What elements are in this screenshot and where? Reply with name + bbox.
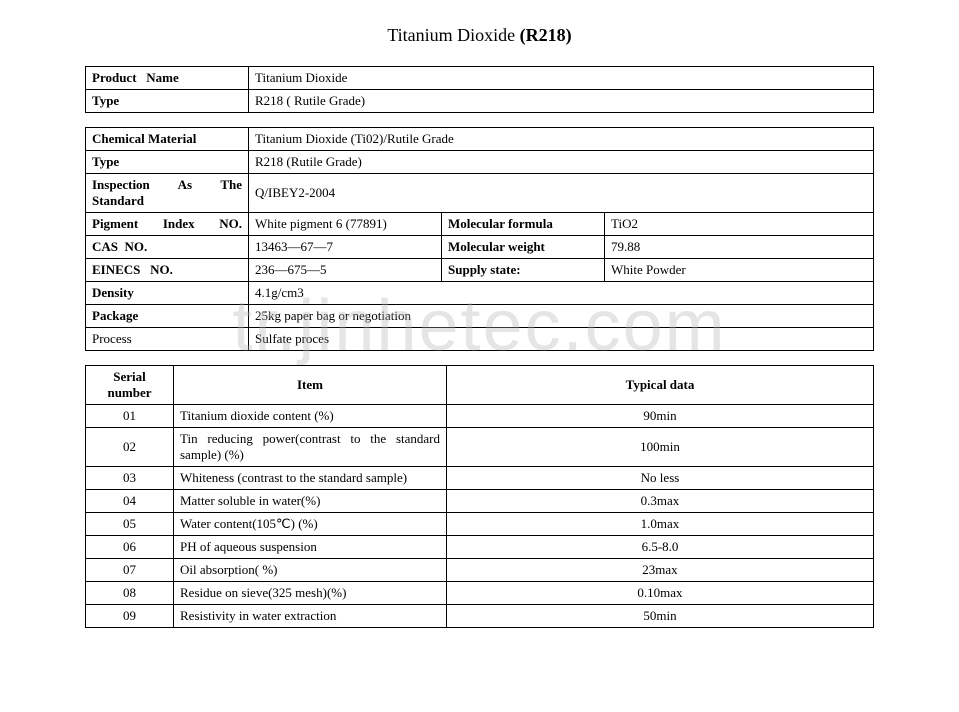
serial-number-cell: 01 (86, 405, 174, 428)
table-row: 07Oil absorption( %)23max (86, 559, 874, 582)
typical-data-cell: 100min (447, 428, 874, 467)
inspection-label: Inspection As The Standard (86, 174, 249, 213)
table-row: 03Whiteness (contrast to the standard sa… (86, 467, 874, 490)
supply-state-value: White Powder (605, 259, 874, 282)
chemical-material-value: Titanium Dioxide (Ti02)/Rutile Grade (249, 128, 874, 151)
item-cell: PH of aqueous suspension (174, 536, 447, 559)
item-cell: Tin reducing power(contrast to the stand… (174, 428, 447, 467)
table-row: Type R218 (Rutile Grade) (86, 151, 874, 174)
serial-number-cell: 09 (86, 605, 174, 628)
item-cell: Water content(105℃) (%) (174, 513, 447, 536)
molecular-weight-label: Molecular weight (442, 236, 605, 259)
pigment-index-label: Pigment Index NO. (86, 213, 249, 236)
specifications-table: Serial number Item Typical data 01Titani… (85, 365, 874, 628)
table-row: EINECS NO. 236—675—5 Supply state: White… (86, 259, 874, 282)
density-label: Density (86, 282, 249, 305)
page-title: Titanium Dioxide (R218) (85, 25, 874, 46)
item-cell: Oil absorption( %) (174, 559, 447, 582)
table-row: Density 4.1g/cm3 (86, 282, 874, 305)
type-label: Type (86, 90, 249, 113)
table-row: 06PH of aqueous suspension6.5-8.0 (86, 536, 874, 559)
table-row: Pigment Index NO. White pigment 6 (77891… (86, 213, 874, 236)
title-code: (R218) (520, 25, 572, 45)
typical-data-cell: 1.0max (447, 513, 874, 536)
table-row: 01Titanium dioxide content (%)90min (86, 405, 874, 428)
molecular-weight-value: 79.88 (605, 236, 874, 259)
typical-data-cell: 0.10max (447, 582, 874, 605)
einecs-no-value: 236—675—5 (249, 259, 442, 282)
serial-number-cell: 02 (86, 428, 174, 467)
chemical-material-label: Chemical Material (86, 128, 249, 151)
typical-data-cell: 23max (447, 559, 874, 582)
serial-number-cell: 05 (86, 513, 174, 536)
molecular-formula-label: Molecular formula (442, 213, 605, 236)
table-row: Type R218 ( Rutile Grade) (86, 90, 874, 113)
process-label: Process (86, 328, 249, 351)
table-row: 04Matter soluble in water(%)0.3max (86, 490, 874, 513)
serial-number-header: Serial number (86, 366, 174, 405)
supply-state-label: Supply state: (442, 259, 605, 282)
item-cell: Whiteness (contrast to the standard samp… (174, 467, 447, 490)
serial-number-cell: 06 (86, 536, 174, 559)
product-summary-table: Product Name Titanium Dioxide Type R218 … (85, 66, 874, 113)
table-row: 02Tin reducing power(contrast to the sta… (86, 428, 874, 467)
molecular-formula-value: TiO2 (605, 213, 874, 236)
table-header-row: Serial number Item Typical data (86, 366, 874, 405)
type2-label: Type (86, 151, 249, 174)
typical-data-cell: 90min (447, 405, 874, 428)
typical-data-header: Typical data (447, 366, 874, 405)
table-row: 08Residue on sieve(325 mesh)(%)0.10max (86, 582, 874, 605)
serial-number-cell: 08 (86, 582, 174, 605)
density-value: 4.1g/cm3 (249, 282, 874, 305)
typical-data-cell: 0.3max (447, 490, 874, 513)
serial-number-cell: 03 (86, 467, 174, 490)
table-row: Product Name Titanium Dioxide (86, 67, 874, 90)
cas-no-value: 13463—67—7 (249, 236, 442, 259)
einecs-no-label: EINECS NO. (86, 259, 249, 282)
process-value: Sulfate proces (249, 328, 874, 351)
package-label: Package (86, 305, 249, 328)
item-header: Item (174, 366, 447, 405)
table-row: 09Resistivity in water extraction50min (86, 605, 874, 628)
table-row: Inspection As The Standard Q/IBEY2-2004 (86, 174, 874, 213)
chemical-properties-table: Chemical Material Titanium Dioxide (Ti02… (85, 127, 874, 351)
table-row: Chemical Material Titanium Dioxide (Ti02… (86, 128, 874, 151)
typical-data-cell: 50min (447, 605, 874, 628)
type2-value: R218 (Rutile Grade) (249, 151, 874, 174)
product-name-value: Titanium Dioxide (249, 67, 874, 90)
item-cell: Resistivity in water extraction (174, 605, 447, 628)
cas-no-label: CAS NO. (86, 236, 249, 259)
item-cell: Residue on sieve(325 mesh)(%) (174, 582, 447, 605)
package-value: 25kg paper bag or negotiation (249, 305, 874, 328)
typical-data-cell: No less (447, 467, 874, 490)
table-row: Process Sulfate proces (86, 328, 874, 351)
serial-number-cell: 07 (86, 559, 174, 582)
table-row: Package 25kg paper bag or negotiation (86, 305, 874, 328)
inspection-value: Q/IBEY2-2004 (249, 174, 874, 213)
serial-number-cell: 04 (86, 490, 174, 513)
item-cell: Matter soluble in water(%) (174, 490, 447, 513)
type-value: R218 ( Rutile Grade) (249, 90, 874, 113)
typical-data-cell: 6.5-8.0 (447, 536, 874, 559)
product-name-label: Product Name (86, 67, 249, 90)
table-row: CAS NO. 13463—67—7 Molecular weight 79.8… (86, 236, 874, 259)
pigment-index-value: White pigment 6 (77891) (249, 213, 442, 236)
item-cell: Titanium dioxide content (%) (174, 405, 447, 428)
title-prefix: Titanium Dioxide (387, 25, 519, 45)
page: Titanium Dioxide (R218) Product Name Tit… (0, 0, 959, 712)
table-row: 05Water content(105℃) (%)1.0max (86, 513, 874, 536)
